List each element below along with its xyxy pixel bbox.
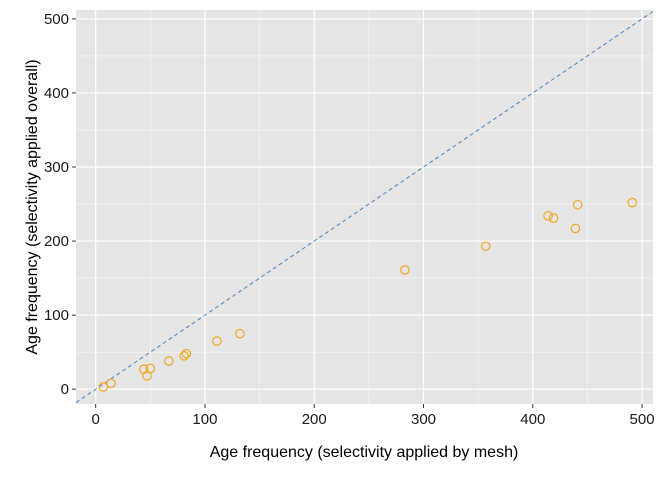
y-tick-label: 300 — [44, 159, 69, 176]
minor-gridlines — [76, 10, 653, 404]
data-point — [481, 241, 491, 252]
y-tick-label: 100 — [44, 307, 69, 324]
data-points — [98, 197, 638, 392]
x-tick-label: 300 — [411, 411, 436, 428]
data-point — [235, 328, 245, 339]
data-point — [543, 211, 553, 221]
y-tick-label: 0 — [61, 381, 69, 398]
plot-panel — [76, 10, 653, 404]
y-tick-label: 400 — [44, 85, 69, 102]
x-tick-label: 0 — [91, 411, 99, 428]
x-tick-label: 400 — [520, 411, 545, 428]
data-point — [627, 197, 638, 208]
y-tick-label: 500 — [44, 11, 69, 28]
x-axis-title: Age frequency (selectivity applied by me… — [210, 444, 519, 461]
x-tick-label: 500 — [630, 411, 655, 428]
data-point — [179, 351, 189, 361]
data-point — [98, 382, 109, 392]
data-point — [570, 223, 581, 234]
data-point — [106, 378, 116, 389]
data-point — [145, 363, 156, 374]
x-axis-ticks: 0 100 200 300 400 500 — [91, 404, 655, 428]
data-point — [548, 213, 559, 223]
data-point — [164, 356, 174, 366]
data-point — [400, 265, 410, 275]
data-point — [212, 336, 222, 346]
major-gridlines — [76, 10, 653, 404]
data-point — [572, 199, 583, 210]
data-point — [181, 348, 192, 359]
x-tick-label: 200 — [302, 411, 327, 428]
y-tick-label: 200 — [44, 233, 69, 250]
y-axis-title: Age frequency (selectivity applied overa… — [24, 59, 41, 354]
x-tick-label: 100 — [192, 411, 217, 428]
y-axis-ticks: 0 100 200 300 400 500 — [44, 11, 76, 398]
